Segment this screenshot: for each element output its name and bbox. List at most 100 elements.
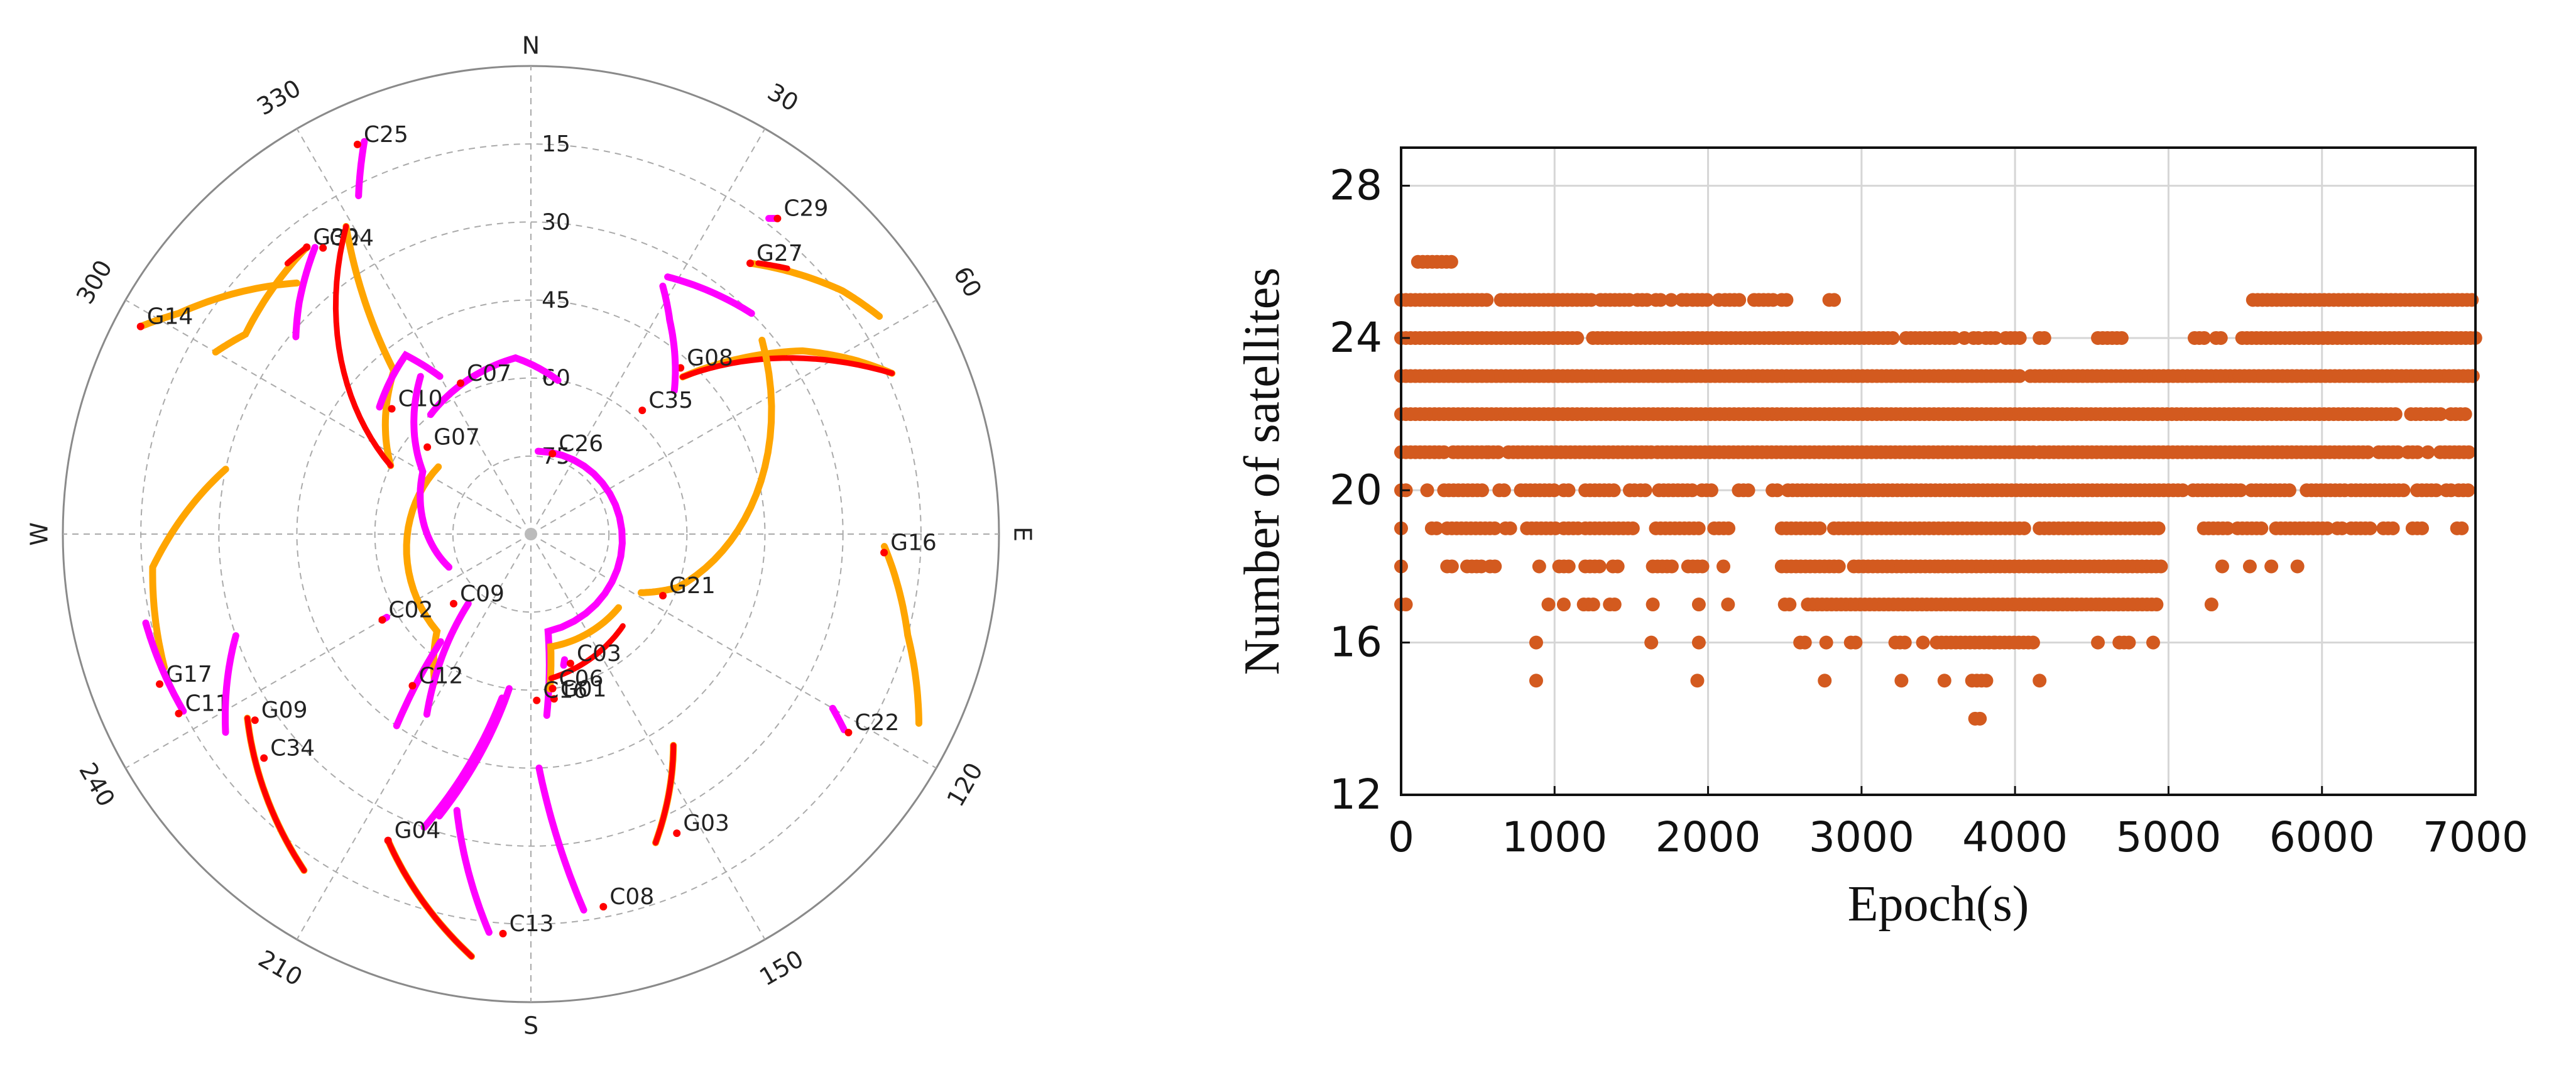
marker-G07: [423, 443, 432, 451]
y-tick-label: 16: [1329, 618, 1382, 667]
marker-C26: [548, 450, 557, 458]
data-point: [2290, 559, 2305, 574]
data-point: [1592, 559, 1607, 574]
label-G03: G03: [683, 811, 729, 836]
data-point: [1741, 483, 1755, 498]
satellite-G01: G01: [546, 604, 626, 703]
data-point: [1556, 598, 1571, 612]
data-point: [2154, 559, 2168, 574]
data-point: [2176, 483, 2190, 498]
plot-frame: [1400, 146, 2477, 796]
label-G16: G16: [890, 530, 937, 555]
data-point: [2197, 330, 2212, 345]
data-point: [1886, 330, 1900, 345]
track-low-G01: [548, 623, 626, 681]
x-tick-label: 1000: [1502, 813, 1607, 861]
data-point: [2234, 483, 2248, 498]
marker-C08: [599, 903, 608, 911]
track-G04: [385, 837, 475, 960]
track-G27: [746, 259, 883, 320]
data-point: [1685, 483, 1700, 498]
data-point: [2433, 407, 2448, 422]
label-C34: C34: [270, 735, 315, 761]
data-point: [1798, 635, 1812, 650]
data-point: [2012, 330, 2027, 345]
label-C09: C09: [460, 581, 505, 607]
marker-C13: [499, 929, 507, 937]
data-point: [2026, 635, 2040, 650]
label-C12: C12: [418, 663, 463, 689]
track-G14: [137, 279, 300, 330]
data-point: [1561, 559, 1576, 574]
marker-G04: [384, 836, 392, 844]
y-tick-label: 28: [1329, 161, 1382, 210]
data-point: [2391, 445, 2405, 459]
data-point: [2320, 521, 2335, 535]
data-point: [1722, 521, 1736, 535]
x-tick-label: 0: [1388, 813, 1414, 861]
marker-C25: [353, 140, 361, 148]
data-point: [1625, 521, 1640, 535]
data-point: [1973, 711, 1987, 726]
data-point: [2360, 445, 2375, 459]
data-points: [1394, 254, 2482, 726]
marker-G21: [659, 591, 667, 599]
marker-C34: [260, 754, 268, 762]
data-point: [2282, 483, 2296, 498]
track-G08m: [664, 273, 755, 317]
track-C10: [376, 351, 444, 411]
data-point: [2462, 445, 2476, 459]
direction-west: W: [26, 522, 53, 546]
data-point: [1916, 635, 1930, 650]
marker-C29: [773, 214, 782, 222]
marker-C06: [548, 684, 557, 692]
data-point: [2033, 674, 2047, 688]
satellite-C34: C34: [222, 632, 315, 762]
track-low-G27: [755, 260, 790, 271]
track-G30: [212, 243, 310, 356]
track-G21: [637, 336, 775, 596]
azimuth-label-120: 120: [941, 758, 988, 811]
data-point: [1610, 559, 1625, 574]
label-G04: G04: [395, 818, 441, 844]
data-point: [1488, 521, 1502, 535]
satellite-C25: C25: [353, 122, 408, 200]
data-point: [1644, 635, 1659, 650]
satellite-C03: C03: [560, 641, 621, 669]
satellite-G27: G27: [746, 241, 883, 320]
satellite-C02: C02: [378, 598, 433, 624]
data-point: [1897, 635, 1912, 650]
data-point: [2254, 521, 2269, 535]
data-point: [2149, 598, 2164, 612]
satellite-C29: C29: [765, 196, 828, 222]
data-point: [1691, 635, 1706, 650]
data-point: [1716, 559, 1730, 574]
data-point: [1979, 674, 1994, 688]
y-axis-title: Number of satellites: [1235, 268, 1290, 675]
satellite-G07m: [410, 373, 452, 571]
data-point: [2461, 483, 2475, 498]
satellite-C35: C35: [638, 282, 693, 415]
data-point: [1607, 483, 1621, 498]
data-point: [1721, 598, 1735, 612]
satellite-C16: C16: [435, 678, 587, 820]
data-point: [1827, 293, 1842, 307]
data-point: [2213, 330, 2228, 345]
marker-C02: [378, 616, 386, 624]
track-C24: [292, 244, 319, 341]
track-C08: [535, 764, 587, 914]
label-G07: G07: [434, 425, 480, 451]
azimuth-label-330: 330: [252, 74, 305, 121]
azimuth-line-60: [530, 299, 937, 535]
azimuth-label-150: 150: [755, 944, 808, 991]
track-G17: [149, 466, 229, 671]
data-point: [2458, 407, 2472, 422]
data-point: [2264, 559, 2279, 574]
label-C07: C07: [467, 361, 511, 386]
data-point: [2017, 521, 2031, 535]
label-C22: C22: [854, 710, 899, 736]
azimuth-line-300: [125, 299, 532, 535]
data-point: [1420, 483, 1434, 498]
data-point: [2114, 330, 2129, 345]
data-point: [2037, 330, 2051, 345]
